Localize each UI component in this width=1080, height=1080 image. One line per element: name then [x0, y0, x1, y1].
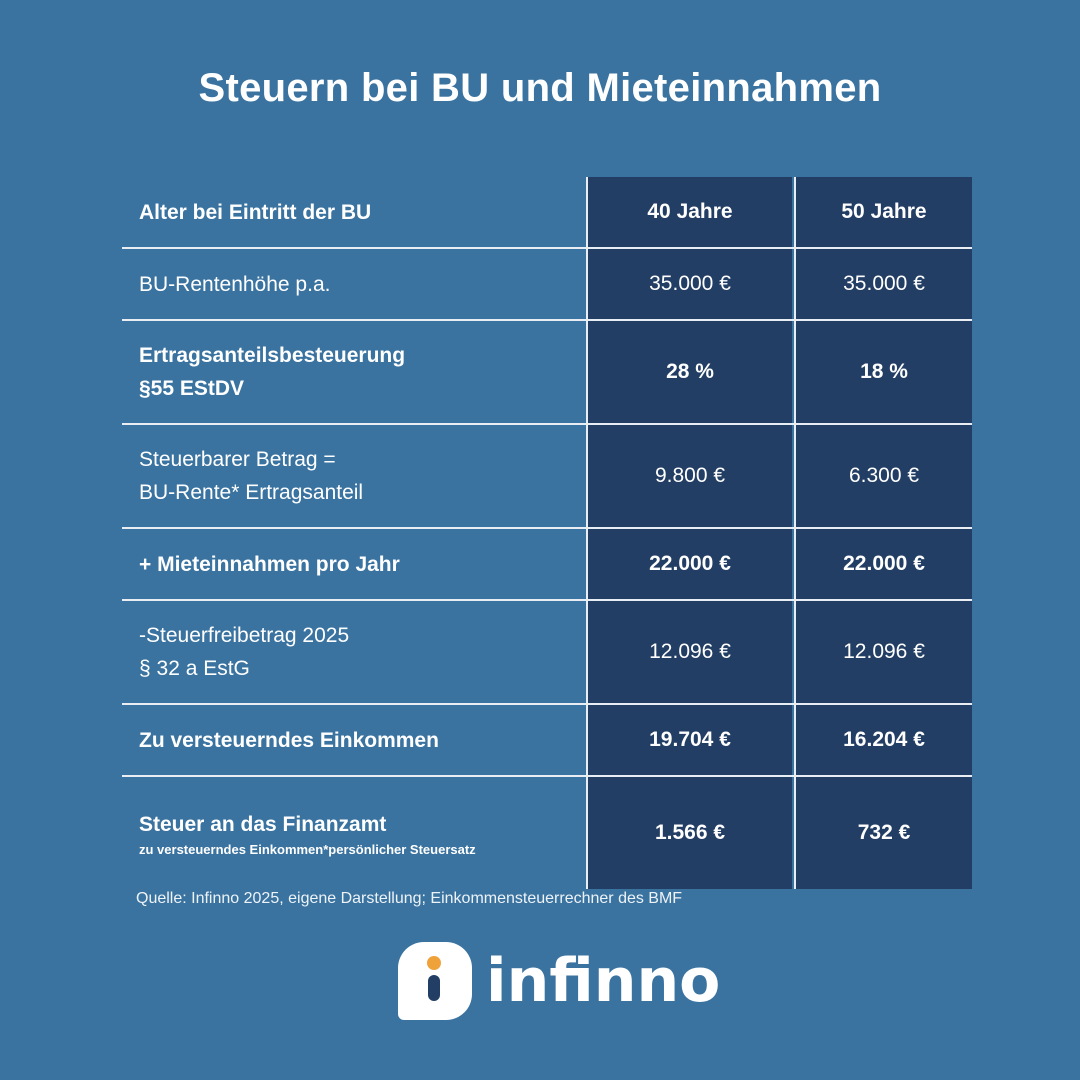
row-value-40: 1.566 €: [586, 777, 792, 889]
info-i-icon: [398, 942, 472, 1020]
table-row: Steuerbarer Betrag = BU-Rente* Ertragsan…: [122, 425, 972, 529]
row-label-line2: BU-Rente* Ertragsanteil: [139, 481, 364, 504]
row-value-50: 18 %: [794, 321, 972, 423]
logo-stem: [428, 975, 440, 1001]
table-header-row: Alter bei Eintritt der BU 40 Jahre 50 Ja…: [122, 177, 972, 249]
row-label-line1: Ertragsanteilsbesteuerung: [139, 344, 406, 367]
header-col-50: 50 Jahre: [794, 177, 972, 247]
table-row: + Mieteinnahmen pro Jahr 22.000 € 22.000…: [122, 529, 972, 601]
row-value-40: 22.000 €: [586, 529, 792, 599]
header-label: Alter bei Eintritt der BU: [139, 200, 372, 224]
infinno-logo: infinno: [398, 942, 720, 1020]
row-value-40: 35.000 €: [586, 249, 792, 319]
row-value-50: 35.000 €: [794, 249, 972, 319]
row-label: BU-Rentenhöhe p.a.: [122, 249, 584, 319]
row-label-line1: Steuerbarer Betrag =: [139, 448, 336, 471]
table-row: -Steuerfreibetrag 2025 § 32 a EstG 12.09…: [122, 601, 972, 705]
table-row: Zu versteuerndes Einkommen 19.704 € 16.2…: [122, 705, 972, 777]
logo-dot: [427, 956, 441, 970]
tax-table: Alter bei Eintritt der BU 40 Jahre 50 Ja…: [122, 177, 972, 889]
row-label: -Steuerfreibetrag 2025 § 32 a EstG: [122, 601, 584, 703]
row-label: Steuerbarer Betrag = BU-Rente* Ertragsan…: [122, 425, 584, 527]
row-label-note: zu versteuerndes Einkommen*persönlicher …: [139, 841, 476, 857]
row-label: Zu versteuerndes Einkommen: [122, 705, 584, 775]
row-value-50: 732 €: [794, 777, 972, 889]
row-value-50: 12.096 €: [794, 601, 972, 703]
header-col-40: 40 Jahre: [586, 177, 792, 247]
row-label: Steuer an das Finanzamt zu versteuerndes…: [122, 777, 584, 889]
row-label-line1: Steuer an das Finanzamt: [139, 812, 387, 836]
row-label-line1: Zu versteuerndes Einkommen: [139, 728, 439, 752]
row-value-40: 19.704 €: [586, 705, 792, 775]
row-value-50: 6.300 €: [794, 425, 972, 527]
logo-wordmark: infinno: [486, 946, 721, 1016]
source-note: Quelle: Infinno 2025, eigene Darstellung…: [136, 890, 683, 907]
row-label: Ertragsanteilsbesteuerung §55 EStDV: [122, 321, 584, 423]
row-label: + Mieteinnahmen pro Jahr: [122, 529, 584, 599]
page-title: Steuern bei BU und Mieteinnahmen: [198, 66, 882, 110]
table-row: Ertragsanteilsbesteuerung §55 EStDV 28 %…: [122, 321, 972, 425]
row-label-line1: -Steuerfreibetrag 2025: [139, 624, 350, 647]
row-label-line1: BU-Rentenhöhe p.a.: [139, 272, 331, 296]
row-value-50: 16.204 €: [794, 705, 972, 775]
table-row: BU-Rentenhöhe p.a. 35.000 € 35.000 €: [122, 249, 972, 321]
row-label-line1: + Mieteinnahmen pro Jahr: [139, 552, 400, 576]
table-row: Steuer an das Finanzamt zu versteuerndes…: [122, 777, 972, 889]
row-value-50: 22.000 €: [794, 529, 972, 599]
row-label-line2: §55 EStDV: [139, 377, 245, 400]
row-value-40: 9.800 €: [586, 425, 792, 527]
row-label-line2: § 32 a EstG: [139, 657, 250, 680]
row-value-40: 12.096 €: [586, 601, 792, 703]
row-value-40: 28 %: [586, 321, 792, 423]
